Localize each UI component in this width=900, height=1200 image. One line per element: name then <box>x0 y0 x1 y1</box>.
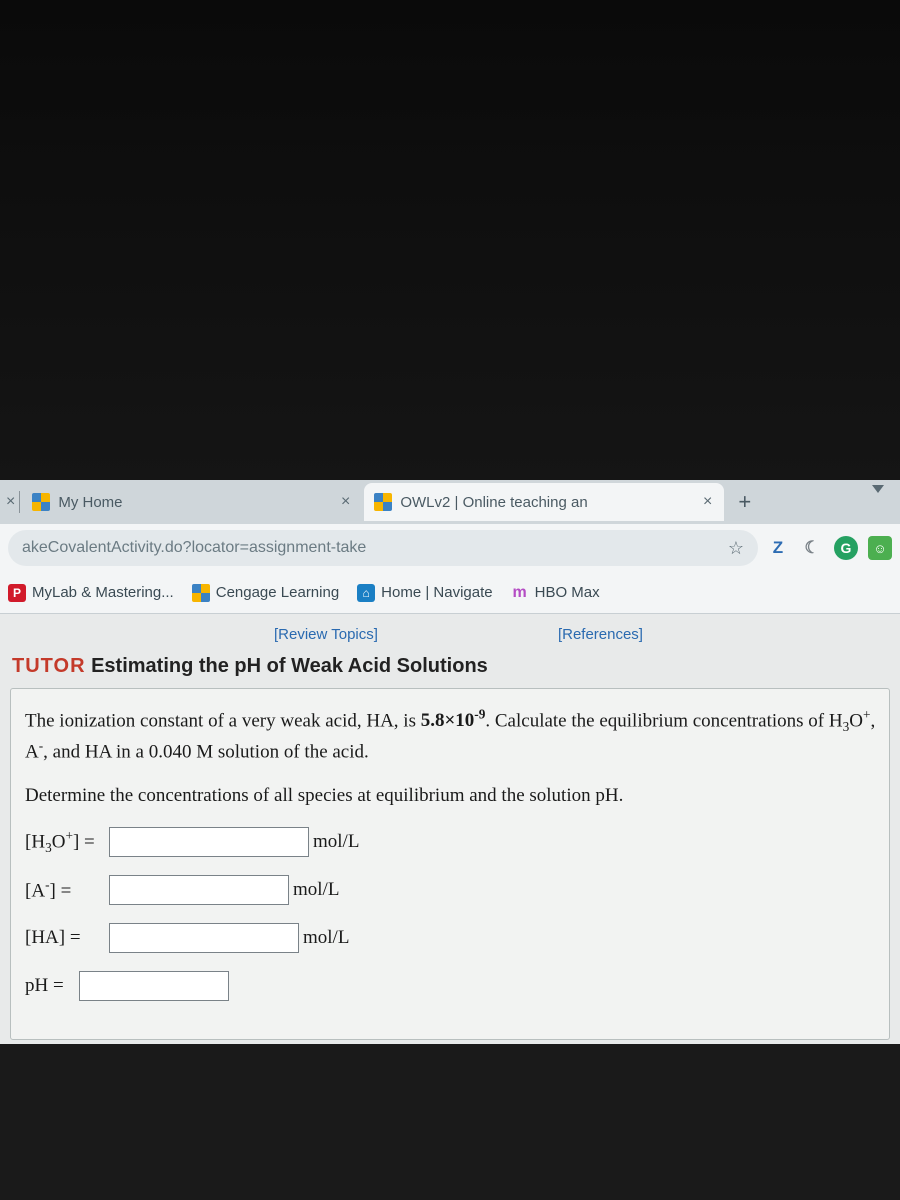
close-icon[interactable]: × <box>4 491 17 513</box>
unit-label: mol/L <box>293 876 339 904</box>
bookmark-navigate[interactable]: ⌂ Home | Navigate <box>357 584 492 602</box>
cengage-favicon-icon <box>32 493 50 511</box>
bookmark-star-icon[interactable]: ☆ <box>728 538 744 559</box>
text-fragment: The ionization constant of a very weak a… <box>25 710 421 731</box>
cengage-favicon-icon <box>192 584 210 602</box>
address-bar-row: akeCovalentActivity.do?locator=assignmen… <box>0 524 900 572</box>
bookmark-label: HBO Max <box>535 584 600 601</box>
bookmarks-bar: P MyLab & Mastering... Cengage Learning … <box>0 572 900 614</box>
url-text: akeCovalentActivity.do?locator=assignmen… <box>22 539 720 557</box>
answer-row-ha: [HA] = mol/L <box>25 923 877 953</box>
answer-row-h3o: [H3O+] = mol/L <box>25 826 877 857</box>
tab-owlv2[interactable]: OWLv2 | Online teaching an × <box>364 483 724 521</box>
subscript: 3 <box>843 719 850 734</box>
bookmark-label: Home | Navigate <box>381 584 492 601</box>
tab-my-home[interactable]: My Home × <box>22 483 362 521</box>
tab-strip: × My Home × OWLv2 | Online teaching an ×… <box>0 480 900 524</box>
window-dropdown-icon[interactable] <box>872 493 884 511</box>
tutor-header: TUTOR Estimating the pH of Weak Acid Sol… <box>4 651 896 688</box>
answer-row-ph: pH = <box>25 971 877 1001</box>
tutor-title: Estimating the pH of Weak Acid Solutions <box>91 655 488 677</box>
answer-label: [A-] = <box>25 875 105 905</box>
ka-value: 5.8×10 <box>421 710 475 731</box>
tab-title: My Home <box>58 494 331 511</box>
problem-paragraph-2: Determine the concentrations of all spec… <box>25 782 877 810</box>
answer-label: [H3O+] = <box>25 826 105 857</box>
extension-c-icon[interactable]: ☾ <box>800 536 824 560</box>
browser-chrome: × My Home × OWLv2 | Online teaching an ×… <box>0 480 900 614</box>
tutor-label: TUTOR <box>12 655 86 677</box>
references-link[interactable]: [References] <box>558 626 643 643</box>
bookmark-label: MyLab & Mastering... <box>32 584 174 601</box>
ka-exponent: -9 <box>474 707 485 722</box>
pearson-icon: P <box>8 584 26 602</box>
problem-card: The ionization constant of a very weak a… <box>10 688 890 1040</box>
answer-label: pH = <box>25 972 75 1000</box>
close-icon[interactable]: × <box>339 491 352 513</box>
problem-paragraph-1: The ionization constant of a very weak a… <box>25 705 877 766</box>
ha-input[interactable] <box>109 923 299 953</box>
unit-label: mol/L <box>313 828 359 856</box>
text-fragment: , and HA in a 0.040 M solution of the ac… <box>43 742 369 763</box>
bookmark-mylab[interactable]: P MyLab & Mastering... <box>8 584 174 602</box>
cengage-favicon-icon <box>374 493 392 511</box>
dark-background-region <box>0 0 900 480</box>
tab-separator <box>19 491 20 513</box>
tab-title: OWLv2 | Online teaching an <box>400 494 693 511</box>
bookmark-label: Cengage Learning <box>216 584 339 601</box>
address-bar[interactable]: akeCovalentActivity.do?locator=assignmen… <box>8 530 758 566</box>
extension-g-icon[interactable]: G <box>834 536 858 560</box>
bookmark-hbo[interactable]: m HBO Max <box>511 584 600 602</box>
a-minus-input[interactable] <box>109 875 289 905</box>
answer-label: [HA] = <box>25 924 105 952</box>
unit-label: mol/L <box>303 924 349 952</box>
extension-z-icon[interactable]: Z <box>766 536 790 560</box>
bookmark-cengage[interactable]: Cengage Learning <box>192 584 339 602</box>
answer-row-a: [A-] = mol/L <box>25 875 877 905</box>
extension-icons: Z ☾ G ☺ <box>766 536 892 560</box>
superscript: + <box>863 707 871 722</box>
close-icon[interactable]: × <box>701 491 714 513</box>
text-fragment: . Calculate the equilibrium concentratio… <box>485 710 842 731</box>
navigate-icon: ⌂ <box>357 584 375 602</box>
h3o-input[interactable] <box>109 827 309 857</box>
review-topics-link[interactable]: [Review Topics] <box>274 626 378 643</box>
top-links-row: [Review Topics] [References] <box>4 618 896 651</box>
ph-input[interactable] <box>79 971 229 1001</box>
hbo-icon: m <box>511 584 529 602</box>
new-tab-button[interactable]: + <box>726 489 763 515</box>
page-content: [Review Topics] [References] TUTOR Estim… <box>0 614 900 1044</box>
extension-h-icon[interactable]: ☺ <box>868 536 892 560</box>
